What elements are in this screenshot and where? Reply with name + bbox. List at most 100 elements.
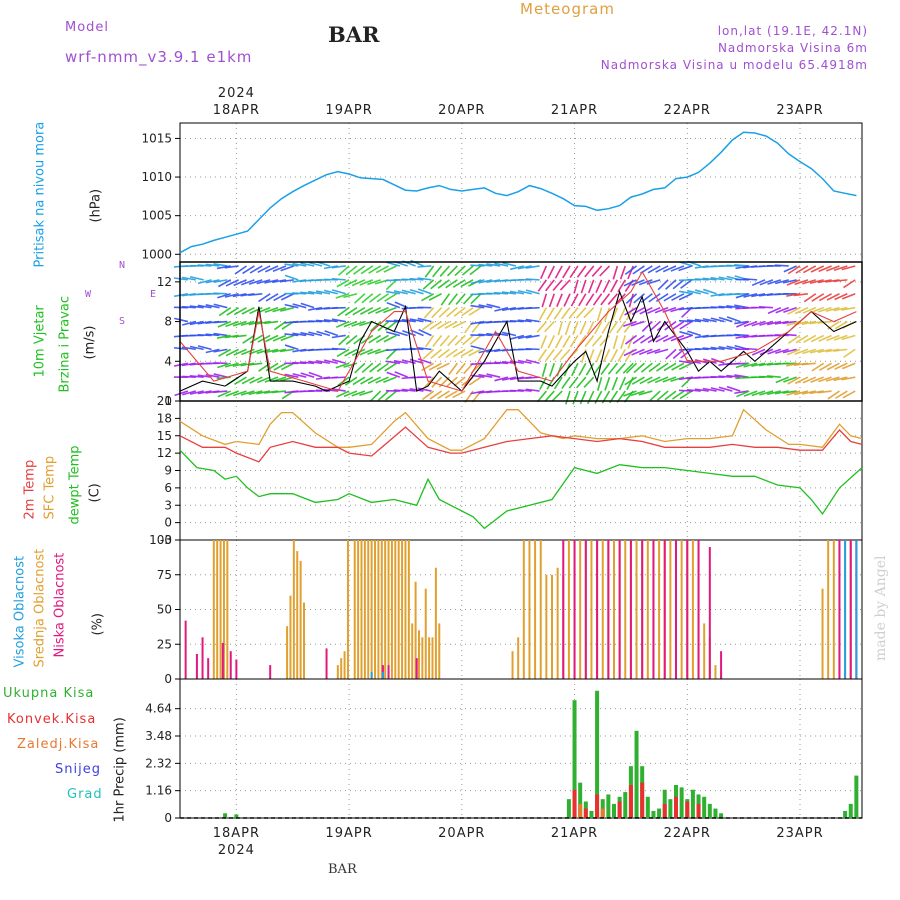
- bottom-date-label: 23APR: [776, 826, 823, 841]
- wind-arrow: [576, 265, 587, 278]
- wind-arrow: [394, 371, 409, 378]
- model-name: wrf-nmm_v3.9.1 e1km: [65, 48, 253, 66]
- wind-arrow: [602, 349, 611, 363]
- wind-arrow: [345, 334, 358, 346]
- wind-arrow: [803, 293, 817, 303]
- wind-arrow: [353, 265, 366, 275]
- wind-arrow: [386, 371, 401, 378]
- wind-arrow: [656, 390, 669, 401]
- wind-arrow: [654, 348, 669, 354]
- wind-arrow: [783, 376, 797, 383]
- wind-arrow: [538, 307, 548, 321]
- wind-arrow: [794, 348, 809, 355]
- wind-arrow: [478, 304, 493, 309]
- wind-arrow: [623, 390, 637, 397]
- precip-frame: [179, 678, 863, 819]
- wind-arrow: [734, 362, 749, 365]
- wind-arrow: [811, 362, 825, 372]
- temperature-ytick-label: -3: [160, 533, 172, 547]
- wind-arrow: [197, 264, 212, 267]
- bottom-date-label: 19APR: [325, 826, 372, 841]
- wind-arrow: [670, 376, 685, 383]
- wind-arrow: [273, 293, 287, 302]
- wind-arrow: [225, 348, 239, 357]
- wind-arrow: [393, 319, 408, 323]
- wind-arrow: [647, 265, 661, 274]
- wind-arrow: [226, 306, 240, 316]
- wind-arrow: [460, 348, 474, 358]
- wind-arrow: [782, 390, 797, 394]
- wind-arrow: [336, 348, 350, 358]
- wind-arrow: [359, 320, 373, 327]
- wind-arrow: [818, 376, 832, 383]
- wind-arrow: [360, 265, 374, 275]
- precip-legend-graupel: Grad: [67, 787, 103, 802]
- sfc-temp-line: [179, 408, 863, 451]
- precip-bar: [600, 808, 605, 818]
- wind-arrow: [470, 304, 485, 309]
- wind-arrow: [670, 265, 685, 272]
- wind-arrow: [486, 303, 501, 309]
- wind-arrow: [189, 305, 204, 309]
- wind-arrow: [409, 277, 424, 281]
- wind-arrow: [300, 291, 315, 295]
- wind-arrow: [393, 389, 408, 392]
- wind-arrow: [232, 292, 247, 298]
- wind-arrow: [786, 279, 801, 286]
- wind-arrow: [335, 320, 350, 328]
- wind-arrow: [509, 290, 524, 295]
- wind-arrow: [632, 265, 645, 275]
- wind-arrow: [759, 390, 774, 396]
- wind-arrow: [578, 293, 587, 307]
- wind-arrow: [264, 320, 279, 325]
- wind-arrow: [654, 376, 669, 384]
- wind-arrow: [736, 320, 750, 328]
- wind-arrow: [794, 390, 809, 396]
- top-year-label: 2024: [218, 86, 255, 101]
- wind-arrow: [632, 334, 645, 345]
- wind-arrow: [224, 292, 239, 298]
- wind-arrow: [833, 376, 848, 382]
- wind-arrow: [437, 348, 450, 359]
- wind-arrow: [783, 306, 797, 313]
- wind-arrow: [205, 348, 220, 354]
- bottom-date-label: 18APR: [213, 826, 260, 841]
- wind-arrow: [216, 265, 231, 270]
- precip-bar: [566, 799, 571, 818]
- wind-arrow: [663, 362, 677, 372]
- wind-arrow: [337, 307, 350, 317]
- precip-ytick-label: 3.48: [145, 729, 172, 743]
- wind-arrow: [809, 279, 824, 284]
- wind-arrow: [470, 293, 482, 305]
- wind-arrow: [826, 334, 840, 342]
- wind-arrow: [300, 372, 315, 378]
- wind-arrow: [439, 265, 451, 277]
- wind-arrow: [786, 390, 801, 396]
- wind-arrow: [308, 371, 323, 378]
- wind-arrow: [647, 334, 661, 344]
- wind-arrow: [726, 316, 741, 323]
- bottom-date-label: 20APR: [438, 826, 485, 841]
- wind-arrow: [817, 348, 832, 354]
- wind-arrow: [385, 290, 400, 295]
- wind-arrow: [454, 334, 466, 346]
- wind-arrow: [256, 348, 271, 355]
- wind-arrow: [619, 265, 627, 280]
- wind-arrow: [601, 321, 611, 334]
- wind-arrow: [802, 306, 817, 314]
- precip-bar: [848, 803, 853, 818]
- wind-arrow: [544, 321, 555, 333]
- wind-arrow: [197, 390, 212, 395]
- wind-arrow: [795, 265, 809, 274]
- precip-ytick-label: 0: [164, 811, 172, 825]
- wind-arrow: [264, 376, 279, 383]
- wind-arrow: [272, 334, 287, 342]
- wind-arrow: [353, 293, 366, 304]
- wind-arrow: [600, 293, 611, 306]
- precip-bar: [854, 775, 859, 818]
- wind-arrow: [308, 261, 323, 267]
- wind-arrow: [802, 279, 817, 285]
- wind-arrow: [383, 376, 397, 383]
- wind-arrow: [562, 335, 571, 348]
- wind-arrow: [553, 376, 563, 390]
